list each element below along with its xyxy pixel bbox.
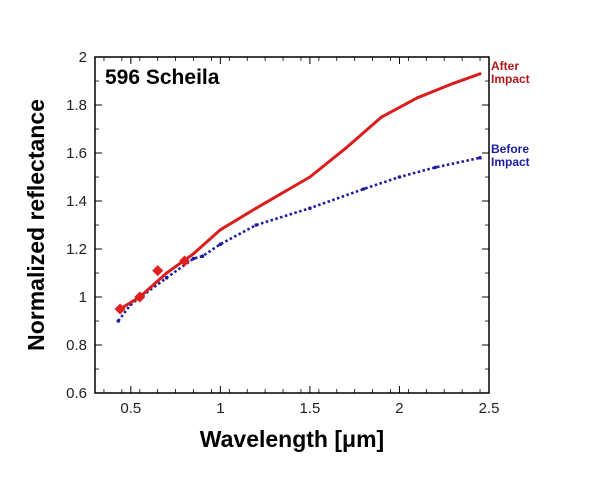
point-after-impact	[344, 146, 348, 150]
point-after-impact	[451, 81, 455, 85]
minor-ticks	[95, 57, 489, 393]
series-before-impact-line	[117, 156, 481, 322]
diamond-marker	[114, 303, 126, 315]
y-tick-label: 1.8	[66, 97, 87, 114]
legend-after-impact-line1: After	[491, 59, 519, 73]
y-axis-title: Normalized reflectance	[23, 99, 49, 351]
plot-title: 596 Scheila	[105, 66, 220, 89]
legend-before-impact-line2: Impact	[491, 155, 530, 169]
point-before-impact	[397, 175, 402, 179]
y-tick-label: 1.2	[66, 241, 87, 258]
diamond-marker	[134, 291, 146, 303]
y-tick-label: 0.8	[66, 337, 87, 354]
point-after-impact	[254, 206, 258, 210]
point-before-impact	[361, 187, 366, 191]
x-ticks: 0.5 1 1.5 2 2.5	[120, 57, 499, 417]
point-after-impact	[478, 72, 482, 76]
diamond-marker	[179, 255, 191, 267]
point-before-impact	[200, 254, 205, 258]
x-tick-label: 1.5	[299, 400, 320, 417]
legend-before-impact: Before Impact	[491, 142, 530, 169]
point-after-impact	[218, 228, 222, 232]
point-before-impact	[164, 276, 169, 280]
x-tick-label: 2	[395, 400, 403, 417]
point-before-impact	[478, 156, 482, 160]
point-after-impact	[308, 175, 312, 179]
x-tick-label: 0.5	[120, 400, 141, 417]
y-ticks: 0.6 0.8 1 1.2 1.4 1.6 1.8 2	[66, 49, 489, 402]
y-tick-label: 1.4	[66, 193, 87, 210]
y-tick-label: 1.6	[66, 145, 87, 162]
y-tick-label: 1	[79, 289, 87, 306]
series-after-impact-line	[119, 72, 481, 311]
y-tick-label: 0.6	[66, 385, 87, 402]
plot-frame	[94, 56, 490, 394]
x-tick-label: 1	[216, 400, 224, 417]
y-tick-label: 2	[79, 49, 87, 66]
point-before-impact	[308, 206, 312, 210]
x-tick-label: 2.5	[479, 400, 500, 417]
point-after-impact	[415, 96, 419, 100]
point-after-impact	[165, 271, 169, 275]
point-before-impact	[433, 165, 438, 170]
point-after-impact	[380, 115, 384, 119]
legend-before-impact-line1: Before	[491, 142, 529, 156]
legend-after-impact-line2: Impact	[491, 72, 530, 86]
diamond-marker	[152, 265, 164, 277]
x-axis-title: Wavelength [μm]	[200, 426, 384, 452]
point-before-impact	[254, 223, 258, 227]
point-after-impact	[192, 252, 195, 256]
point-before-impact	[218, 242, 223, 246]
point-before-impact	[191, 256, 196, 261]
point-before-impact	[116, 319, 121, 323]
series-layer	[114, 72, 482, 323]
legend-after-impact: After Impact	[491, 59, 530, 86]
